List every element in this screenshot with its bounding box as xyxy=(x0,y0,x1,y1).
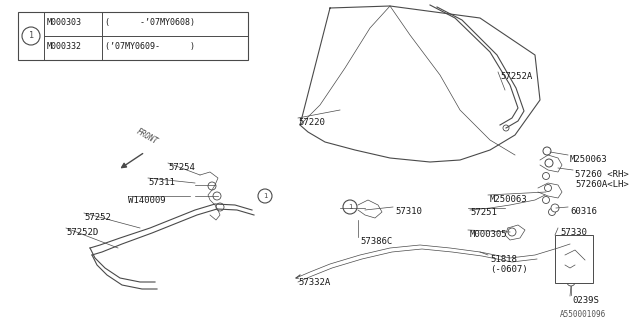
Circle shape xyxy=(545,185,552,191)
Bar xyxy=(18,12,248,60)
Text: 57252D: 57252D xyxy=(66,228,99,237)
Circle shape xyxy=(551,204,559,212)
Text: 0239S: 0239S xyxy=(572,296,599,305)
Text: 1: 1 xyxy=(263,193,267,199)
Circle shape xyxy=(216,203,224,211)
Circle shape xyxy=(543,196,550,204)
Text: (      -’07MY0608): ( -’07MY0608) xyxy=(105,18,195,27)
Circle shape xyxy=(545,159,553,167)
Circle shape xyxy=(543,172,550,180)
Text: 57260A<LH>: 57260A<LH> xyxy=(575,180,628,189)
Text: 57310: 57310 xyxy=(395,207,422,216)
Bar xyxy=(555,235,593,283)
Text: A550001096: A550001096 xyxy=(560,310,606,319)
Text: (-0607): (-0607) xyxy=(490,265,527,274)
Circle shape xyxy=(543,147,551,155)
Circle shape xyxy=(548,209,556,215)
Text: 57386C: 57386C xyxy=(360,237,392,246)
Text: 57252A: 57252A xyxy=(500,72,532,81)
Text: 1: 1 xyxy=(348,204,352,210)
Text: 57220: 57220 xyxy=(298,118,325,127)
Text: M000332: M000332 xyxy=(47,42,82,51)
Text: 57311: 57311 xyxy=(148,178,175,187)
Text: 57254: 57254 xyxy=(168,163,195,172)
Text: 1: 1 xyxy=(29,31,33,41)
Text: M250063: M250063 xyxy=(570,155,607,164)
Text: 57252: 57252 xyxy=(84,213,111,222)
Text: W140009: W140009 xyxy=(128,196,166,205)
Text: 57332A: 57332A xyxy=(298,278,330,287)
Circle shape xyxy=(213,192,221,200)
Circle shape xyxy=(567,278,575,286)
Text: 57330: 57330 xyxy=(560,228,587,237)
Text: M000305: M000305 xyxy=(470,230,508,239)
Text: 57251: 57251 xyxy=(470,208,497,217)
Text: M250063: M250063 xyxy=(490,195,527,204)
Text: FRONT: FRONT xyxy=(135,127,159,146)
Text: 57260 <RH>: 57260 <RH> xyxy=(575,170,628,179)
Text: 60316: 60316 xyxy=(570,207,597,216)
Text: (’07MY0609-      ): (’07MY0609- ) xyxy=(105,42,195,51)
Circle shape xyxy=(508,228,516,236)
Text: M000303: M000303 xyxy=(47,18,82,27)
Circle shape xyxy=(208,182,216,190)
Text: 51818: 51818 xyxy=(490,255,517,264)
